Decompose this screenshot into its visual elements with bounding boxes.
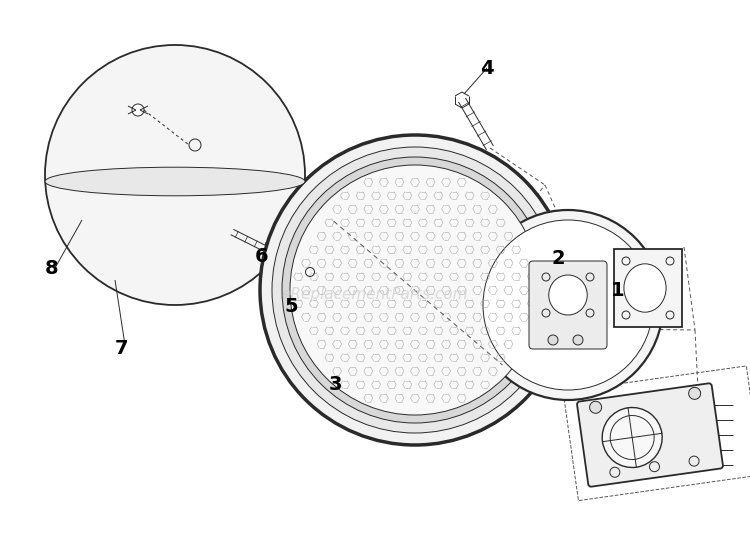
Circle shape	[473, 210, 663, 400]
Text: 6: 6	[255, 247, 268, 266]
Circle shape	[573, 335, 583, 345]
FancyBboxPatch shape	[529, 261, 607, 349]
Text: 4: 4	[480, 58, 494, 77]
Circle shape	[548, 335, 558, 345]
Text: 8: 8	[45, 259, 58, 278]
Text: 5: 5	[284, 296, 298, 315]
Circle shape	[290, 165, 540, 415]
Circle shape	[132, 104, 144, 116]
Circle shape	[282, 157, 548, 423]
FancyBboxPatch shape	[577, 384, 723, 487]
Text: 1: 1	[611, 280, 625, 300]
Circle shape	[45, 45, 305, 305]
Bar	[563, 366, 750, 500]
Circle shape	[602, 407, 662, 467]
Ellipse shape	[549, 275, 587, 315]
Circle shape	[688, 387, 700, 399]
Circle shape	[272, 147, 558, 433]
Ellipse shape	[45, 167, 305, 196]
Text: 3: 3	[328, 375, 342, 394]
Text: 7: 7	[116, 339, 129, 358]
Circle shape	[483, 220, 653, 390]
Text: eReplacementParts.com: eReplacementParts.com	[282, 287, 468, 302]
Circle shape	[590, 401, 602, 413]
Text: 2: 2	[551, 248, 565, 267]
Ellipse shape	[624, 264, 666, 312]
Circle shape	[260, 135, 570, 445]
Bar	[614, 249, 682, 327]
